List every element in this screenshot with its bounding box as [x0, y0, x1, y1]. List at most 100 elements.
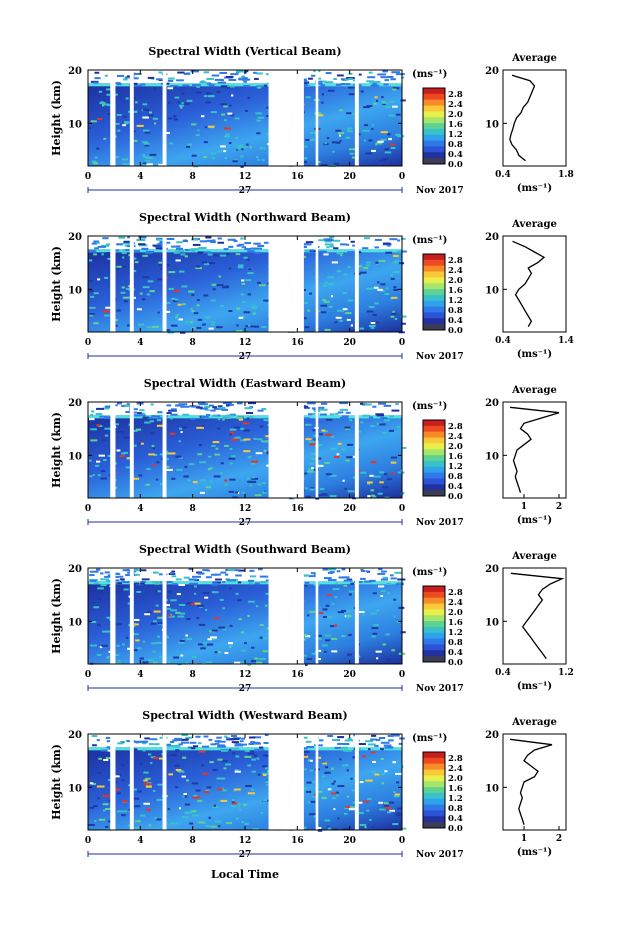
heatmap-cell	[226, 738, 234, 741]
heatmap-cell	[182, 756, 187, 759]
y-tick-label: 20	[68, 232, 82, 243]
heatmap-cell	[247, 663, 252, 666]
colorbar-segment	[423, 431, 445, 439]
colorbar-tick-label: 2.0	[448, 608, 463, 618]
heatmap-cell	[382, 103, 386, 106]
heatmap-cell	[107, 104, 111, 107]
heatmap-cell	[205, 101, 211, 104]
heatmap-cell	[191, 154, 197, 157]
average-title: Average	[511, 53, 557, 64]
colorbar-segment	[423, 787, 445, 794]
heatmap-cell	[161, 753, 164, 756]
heatmap-cell	[177, 770, 184, 773]
heatmap-cell	[324, 142, 327, 145]
heatmap-cell	[104, 417, 111, 420]
heatmap-cell	[394, 260, 399, 263]
heatmap-cell	[90, 428, 97, 431]
heatmap-cell	[176, 313, 180, 316]
heatmap-cell	[254, 494, 262, 497]
heatmap-cell	[303, 81, 310, 84]
heatmap-cell	[323, 284, 328, 287]
heatmap-cell	[253, 437, 257, 440]
heatmap-cell	[182, 413, 190, 416]
heatmap-cell	[342, 764, 346, 767]
heatmap-cell	[116, 243, 123, 246]
heatmap-cell	[208, 84, 215, 87]
y-tick-label: 10	[68, 617, 82, 628]
heatmap-cell	[376, 739, 381, 742]
heatmap-cell	[327, 568, 337, 571]
heatmap-cell	[319, 413, 327, 416]
heatmap-cell	[220, 79, 225, 82]
heatmap-cell	[216, 326, 223, 329]
colorbar-tick-label: 0.4	[448, 316, 463, 326]
heatmap-cell	[199, 491, 205, 494]
heatmap-cell	[230, 738, 240, 741]
heatmap-cell	[223, 248, 229, 251]
heatmap-cell	[213, 475, 221, 478]
heatmap-cell	[229, 478, 236, 481]
heatmap-cell	[379, 423, 386, 426]
heatmap-cell	[252, 307, 257, 310]
heatmap-hotspot	[394, 793, 400, 796]
heatmap-hotspot	[374, 96, 378, 99]
heatmap-cell	[155, 604, 159, 607]
heatmap-cell	[97, 587, 104, 590]
heatmap-cell	[115, 423, 119, 426]
heatmap-cell	[217, 740, 226, 743]
heatmap-cell	[245, 279, 252, 282]
heatmap-cell	[208, 327, 214, 330]
heatmap-cell	[331, 261, 339, 264]
heatmap-cell	[162, 241, 171, 244]
heatmap-cell	[235, 136, 239, 139]
heatmap-cell	[195, 789, 201, 792]
heatmap-cell	[102, 407, 109, 410]
heatmap-cell	[357, 265, 363, 268]
heatmap-cell	[170, 822, 178, 825]
heatmap-cell	[351, 789, 355, 792]
heatmap-cell	[247, 764, 252, 767]
heatmap-cell	[151, 581, 160, 584]
heatmap-cell	[202, 569, 209, 572]
avg-x-axis-label: (ms⁻¹)	[517, 349, 552, 360]
heatmap-cell	[190, 321, 194, 324]
heatmap-cell	[325, 604, 330, 607]
heatmap-cell	[339, 319, 343, 322]
heatmap-cell	[347, 78, 353, 81]
heatmap-cell	[231, 747, 240, 750]
heatmap-hotspot	[143, 783, 152, 786]
heatmap-cell	[122, 163, 130, 166]
heatmap-cell	[381, 773, 386, 776]
heatmap-cell	[316, 443, 323, 446]
heatmap-cell	[235, 253, 241, 256]
heatmap-cell	[219, 71, 228, 74]
heatmap-cell	[344, 427, 351, 430]
heatmap-cell	[191, 310, 195, 313]
heatmap-cell	[120, 741, 125, 744]
heatmap-cell	[235, 574, 242, 577]
heatmap-cell	[224, 573, 229, 576]
heatmap-cell	[101, 253, 104, 256]
heatmap-cell	[234, 117, 240, 120]
heatmap-cell	[346, 610, 351, 613]
heatmap-cell	[305, 138, 310, 141]
heatmap-cell	[311, 452, 317, 455]
heatmap-cell	[190, 417, 195, 420]
heatmap-cell	[346, 130, 351, 133]
heatmap-cell	[191, 238, 198, 241]
heatmap-cell	[257, 773, 261, 776]
heatmap-cell	[125, 574, 131, 577]
heatmap-cell	[206, 569, 211, 572]
colorbar-segment	[423, 656, 445, 663]
heatmap-cell	[145, 483, 150, 486]
heatmap-cell	[341, 415, 349, 418]
heatmap-cell	[247, 96, 251, 99]
heatmap-cell	[377, 492, 383, 495]
heatmap-cell	[241, 631, 244, 634]
heatmap-cell	[378, 159, 386, 162]
colorbar-tick-label: 0.8	[448, 804, 463, 814]
heatmap-cell	[322, 568, 332, 571]
heatmap-cell	[348, 806, 356, 809]
heatmap-cell	[256, 132, 261, 135]
heatmap-cell	[372, 313, 377, 316]
